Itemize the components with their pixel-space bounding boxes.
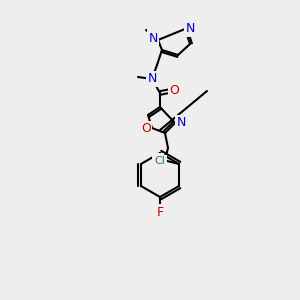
Text: N: N xyxy=(147,73,157,85)
Text: N: N xyxy=(185,22,195,35)
Text: N: N xyxy=(176,116,186,130)
Text: Cl: Cl xyxy=(154,156,166,166)
Text: O: O xyxy=(141,122,151,136)
Text: N: N xyxy=(148,32,158,44)
Text: O: O xyxy=(153,154,163,167)
Text: O: O xyxy=(169,85,179,98)
Text: F: F xyxy=(156,206,164,218)
